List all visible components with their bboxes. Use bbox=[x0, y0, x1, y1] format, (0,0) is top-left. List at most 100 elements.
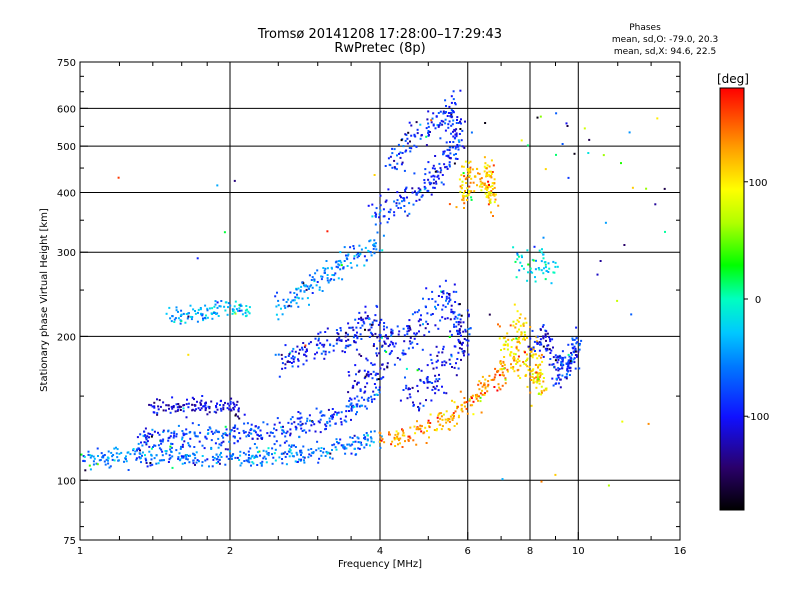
scatter-point bbox=[303, 353, 305, 356]
scatter-point bbox=[259, 429, 262, 432]
scatter-point bbox=[187, 402, 190, 405]
scatter-point bbox=[276, 291, 278, 294]
scatter-point bbox=[408, 202, 411, 205]
scatter-point bbox=[298, 417, 301, 420]
scatter-point bbox=[452, 98, 455, 101]
scatter-point bbox=[281, 357, 284, 360]
scatter-point bbox=[199, 409, 202, 411]
scatter-point bbox=[461, 343, 463, 346]
scatter-point bbox=[554, 265, 557, 268]
scatter-point bbox=[399, 442, 401, 445]
scatter-point bbox=[363, 434, 366, 437]
scatter-point bbox=[462, 352, 465, 355]
scatter-point bbox=[519, 261, 522, 264]
scatter-point bbox=[558, 382, 560, 385]
scatter-point bbox=[216, 430, 219, 433]
scatter-point bbox=[331, 417, 334, 420]
scatter-point bbox=[363, 391, 366, 394]
scatter-point bbox=[491, 182, 494, 185]
scatter-point bbox=[498, 386, 501, 389]
scatter-point bbox=[424, 187, 427, 190]
scatter-point bbox=[442, 348, 445, 351]
scatter-point bbox=[117, 459, 120, 462]
scatter-point bbox=[417, 320, 420, 323]
scatter-point bbox=[531, 376, 534, 378]
scatter-point bbox=[153, 457, 156, 460]
scatter-point bbox=[324, 271, 326, 274]
scatter-point bbox=[463, 207, 465, 209]
scatter-point bbox=[363, 446, 366, 449]
scatter-point bbox=[500, 349, 502, 351]
scatter-point bbox=[415, 193, 418, 196]
scatter-point bbox=[449, 115, 452, 118]
scatter-point bbox=[161, 459, 164, 462]
scatter-point bbox=[275, 313, 278, 316]
scatter-point bbox=[399, 151, 402, 154]
scatter-point bbox=[323, 414, 326, 417]
scatter-point bbox=[206, 316, 209, 319]
scatter-point bbox=[399, 437, 402, 440]
scatter-point bbox=[514, 326, 517, 329]
scatter-point bbox=[318, 457, 321, 460]
scatter-point bbox=[307, 448, 310, 451]
scatter-point bbox=[538, 268, 541, 271]
scatter-point bbox=[300, 451, 303, 454]
scatter-point bbox=[344, 351, 346, 354]
scatter-point bbox=[373, 242, 376, 245]
scatter-point bbox=[455, 290, 458, 293]
scatter-point bbox=[379, 334, 382, 337]
scatter-point bbox=[456, 422, 458, 425]
scatter-point bbox=[534, 350, 536, 352]
scatter-point bbox=[280, 353, 283, 356]
scatter-point bbox=[515, 363, 518, 365]
scatter-point bbox=[630, 313, 633, 316]
scatter-point bbox=[483, 184, 486, 186]
scatter-point bbox=[236, 427, 239, 430]
scatter-point bbox=[371, 203, 374, 206]
scatter-point bbox=[375, 207, 378, 210]
scatter-point bbox=[213, 457, 216, 459]
scatter-point bbox=[83, 455, 86, 458]
scatter-point bbox=[358, 353, 361, 356]
scatter-point bbox=[287, 355, 290, 357]
scatter-point bbox=[370, 398, 373, 401]
scatter-point bbox=[372, 370, 375, 373]
scatter-point bbox=[490, 379, 493, 381]
scatter-point bbox=[340, 444, 343, 447]
scatter-point bbox=[444, 122, 447, 125]
scatter-point bbox=[439, 319, 442, 322]
scatter-point bbox=[427, 130, 430, 132]
scatter-point bbox=[445, 297, 448, 300]
scatter-point bbox=[310, 424, 313, 427]
scatter-point bbox=[349, 262, 352, 264]
scatter-point bbox=[331, 457, 334, 460]
scatter-point bbox=[431, 290, 434, 293]
scatter-point bbox=[193, 453, 195, 456]
scatter-point bbox=[545, 339, 547, 342]
scatter-point bbox=[458, 329, 461, 332]
scatter-point bbox=[441, 364, 444, 367]
scatter-point bbox=[504, 378, 507, 381]
scatter-point bbox=[232, 435, 235, 438]
scatter-point bbox=[428, 436, 430, 439]
scatter-point bbox=[233, 311, 236, 314]
scatter-point bbox=[442, 150, 445, 153]
scatter-point bbox=[537, 376, 540, 379]
scatter-point bbox=[473, 175, 476, 178]
scatter-point bbox=[232, 408, 235, 411]
scatter-point bbox=[569, 369, 572, 372]
scatter-point bbox=[378, 339, 381, 342]
scatter-point bbox=[414, 311, 416, 314]
scatter-point bbox=[453, 128, 456, 131]
scatter-point bbox=[463, 146, 466, 149]
scatter-point bbox=[419, 324, 422, 327]
scatter-point bbox=[253, 429, 256, 432]
scatter-point bbox=[247, 450, 250, 453]
scatter-point bbox=[442, 292, 445, 295]
scatter-point bbox=[427, 298, 430, 301]
scatter-point bbox=[181, 462, 184, 465]
scatter-point bbox=[531, 354, 534, 357]
scatter-point bbox=[171, 466, 174, 469]
scatter-point bbox=[462, 341, 464, 344]
scatter-point bbox=[536, 343, 539, 345]
